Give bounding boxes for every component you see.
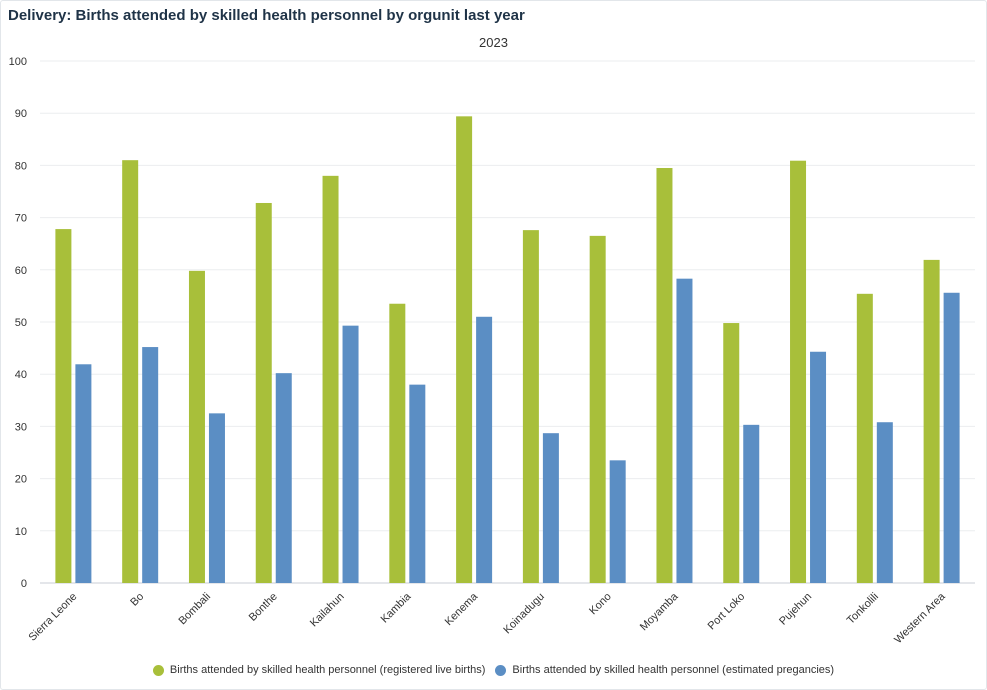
bar-registered-live-births[interactable] [856,293,873,583]
bar-estimated-pregnancies[interactable] [676,278,693,583]
x-tick-label: Kono [587,591,614,618]
bar-registered-live-births[interactable] [456,116,473,583]
bar-estimated-pregnancies[interactable] [943,292,960,583]
bar-registered-live-births[interactable] [923,259,940,583]
legend-item-registered-live-births[interactable]: Births attended by skilled health person… [152,664,486,676]
y-tick-label: 80 [15,160,27,172]
y-tick-label: 90 [15,108,27,120]
bar-estimated-pregnancies[interactable] [342,325,359,583]
bar-registered-live-births[interactable] [122,160,139,583]
bar-estimated-pregnancies[interactable] [876,422,893,583]
bar-estimated-pregnancies[interactable] [542,433,559,583]
bar-registered-live-births[interactable] [55,229,72,584]
x-tick-label: Moyamba [638,590,681,633]
y-tick-label: 0 [21,578,27,590]
y-tick-label: 40 [15,369,27,381]
bar-registered-live-births[interactable] [255,202,272,583]
chart-legend: Births attended by skilled health person… [0,664,987,676]
y-tick-label: 60 [15,265,27,277]
bar-registered-live-births[interactable] [522,230,539,584]
x-tick-label: Koinadugu [501,591,547,637]
bar-estimated-pregnancies[interactable] [208,413,225,583]
bar-estimated-pregnancies[interactable] [142,347,159,583]
y-tick-label: 70 [15,213,27,225]
bar-estimated-pregnancies[interactable] [476,316,493,583]
y-tick-label: 20 [15,474,27,486]
bar-registered-live-births[interactable] [790,160,807,583]
x-tick-label: Port Loko [706,591,748,633]
y-tick-label: 30 [15,421,27,433]
bar-estimated-pregnancies[interactable] [810,351,827,583]
bar-estimated-pregnancies[interactable] [743,424,760,583]
legend-label-registered: Births attended by skilled health person… [169,664,486,676]
x-tick-label: Sierra Leone [26,591,79,644]
bar-registered-live-births[interactable] [389,303,406,583]
x-tick-label: Bonthe [247,591,280,624]
y-tick-label: 50 [15,317,27,329]
bar-registered-live-births[interactable] [723,323,740,583]
x-tick-label: Western Area [892,590,948,646]
legend-item-estimated-pregnancies[interactable]: Births attended by skilled health person… [495,664,834,676]
x-tick-label: Kambia [379,590,414,625]
x-tick-label: Kailahun [308,591,347,630]
bar-estimated-pregnancies[interactable] [409,384,426,583]
bar-registered-live-births[interactable] [322,175,339,583]
legend-label-estimated: Births attended by skilled health person… [512,664,835,676]
bar-registered-live-births[interactable] [589,235,606,583]
bar-registered-live-births[interactable] [656,168,673,583]
bar-estimated-pregnancies[interactable] [75,364,92,583]
y-tick-label: 10 [15,526,27,538]
legend-swatch-registered [152,664,164,676]
chart-subtitle: 2023 [479,35,508,50]
y-tick-label: 100 [9,56,27,68]
bar-registered-live-births[interactable] [188,270,205,583]
bar-estimated-pregnancies[interactable] [609,460,626,583]
x-tick-label: Tonkolili [845,591,881,627]
x-tick-label: Bo [128,591,146,609]
x-tick-label: Kenema [443,590,481,628]
chart-title: Delivery: Births attended by skilled hea… [8,7,525,24]
bar-estimated-pregnancies[interactable] [275,373,292,583]
x-tick-label: Pujehun [777,591,814,628]
legend-swatch-estimated [495,664,507,676]
x-tick-label: Bombali [176,591,213,628]
